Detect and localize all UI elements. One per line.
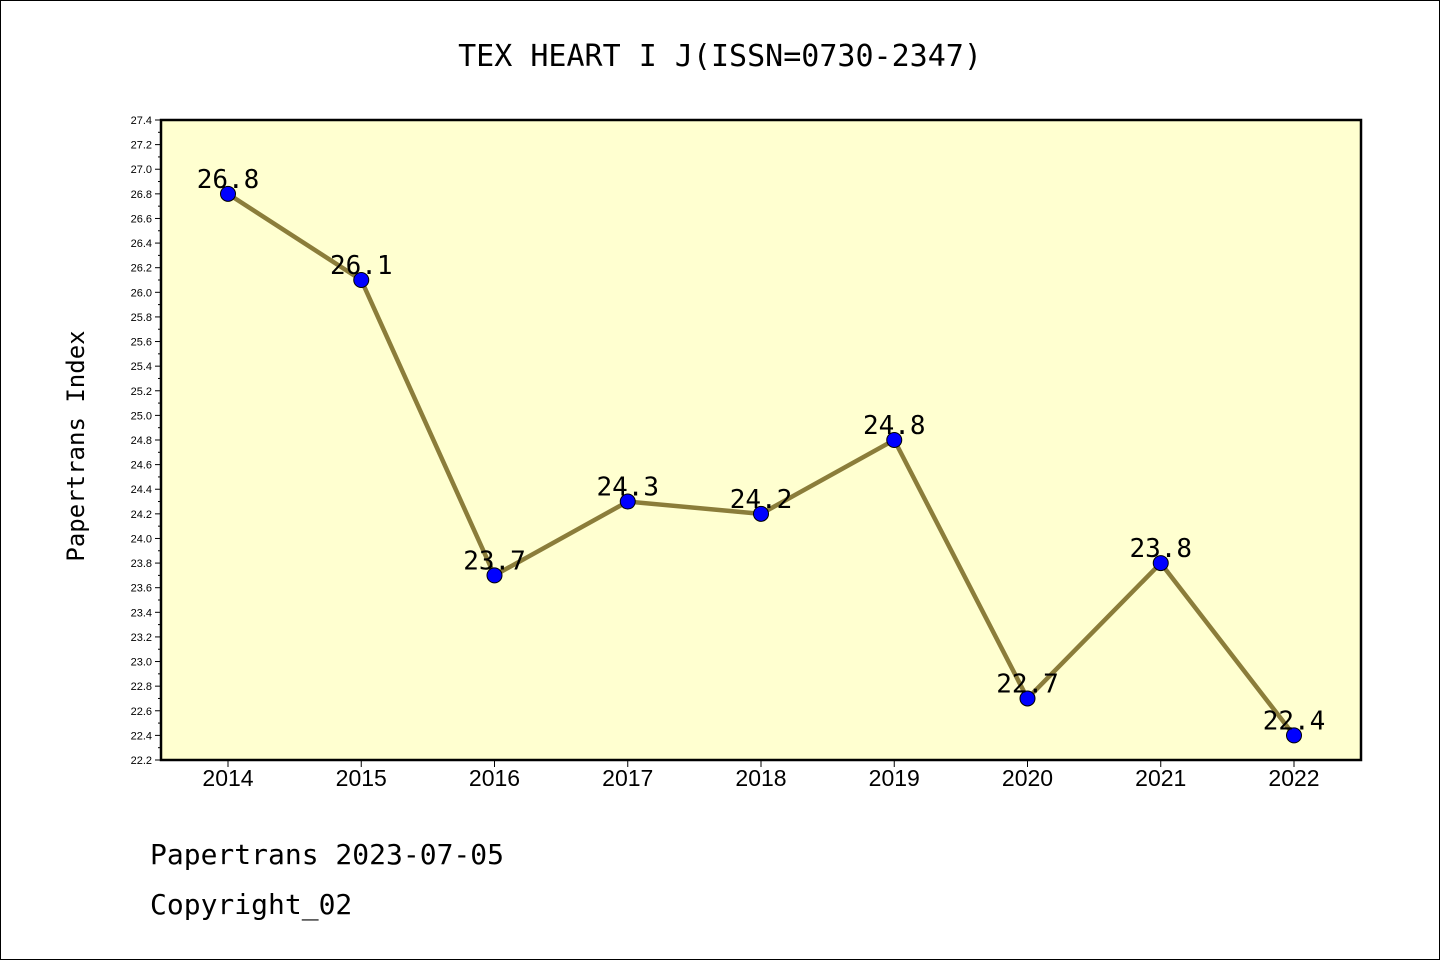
data-label: 24.8	[863, 411, 926, 441]
footer-copyright: Copyright_02	[150, 888, 352, 922]
y-tick-label: 25.8	[131, 312, 152, 324]
data-point-marker	[353, 272, 370, 288]
y-tick-label: 25.0	[131, 410, 152, 422]
data-point-marker	[619, 493, 636, 510]
y-tick-label: 23.2	[131, 632, 152, 644]
data-label: 24.2	[730, 485, 793, 515]
y-tick-label: 24.0	[131, 533, 152, 545]
x-tick-label: 2020	[1002, 765, 1053, 791]
y-tick-label: 22.4	[131, 730, 152, 742]
x-tick-label: 2016	[469, 765, 520, 791]
y-axis: 22.2 22.4 22.6 22.8 23.0 23.2 23.4 23.6 23.8 24.0…	[131, 115, 161, 767]
data-point-marker	[753, 505, 769, 522]
y-tick-label: 25.4	[131, 361, 152, 373]
data-label: 23.7	[463, 546, 526, 576]
y-tick-label: 22.8	[131, 681, 152, 693]
data-label: 26.1	[330, 251, 393, 281]
data-point-marker	[1286, 727, 1302, 744]
y-tick-label: 26.8	[131, 189, 152, 201]
y-tick-label: 24.4	[131, 484, 152, 496]
y-tick-label: 27.4	[131, 115, 152, 127]
data-label: 22.7	[996, 669, 1059, 699]
x-tick-label: 2019	[869, 765, 920, 791]
data-point-marker	[1019, 690, 1036, 707]
y-tick-label: 25.2	[131, 386, 152, 398]
data-point-marker	[1152, 555, 1169, 572]
y-tick-label: 26.0	[131, 287, 152, 299]
y-tick-label: 26.4	[131, 238, 152, 250]
footer-date: Papertrans 2023-07-05	[150, 838, 504, 871]
y-tick-label: 26.6	[131, 213, 152, 225]
y-tick-label: 23.4	[131, 607, 152, 619]
x-tick-label: 2018	[735, 765, 786, 791]
x-tick-label: 2022	[1268, 765, 1319, 791]
x-tick-label: 2017	[602, 765, 653, 791]
data-point-marker	[886, 432, 903, 448]
y-tick-label: 26.2	[131, 263, 152, 275]
data-point-marker	[486, 567, 503, 584]
data-label: 26.8	[197, 165, 260, 195]
data-label: 22.4	[1263, 706, 1326, 736]
y-tick-label: 22.2	[131, 755, 152, 767]
plot-border	[159, 118, 1363, 762]
y-tick-label: 22.6	[131, 706, 152, 718]
y-tick-label: 27.0	[131, 164, 152, 176]
y-tick-label: 23.0	[131, 657, 152, 669]
x-tick-label: 2014	[202, 765, 253, 791]
data-point-marker	[220, 185, 236, 202]
y-tick-label: 24.8	[131, 435, 152, 447]
markers-group	[220, 185, 1302, 744]
x-axis: 2014 2015 2016 2017 2018 2019 2020 2021 2022	[202, 760, 1320, 791]
data-label: 23.8	[1129, 534, 1192, 564]
y-tick-label: 24.6	[131, 460, 152, 472]
y-axis-label: Papertrans Index	[62, 330, 90, 561]
x-tick-label: 2021	[1135, 765, 1186, 791]
y-tick-label: 23.6	[131, 583, 152, 595]
plot-area	[161, 120, 1361, 760]
y-tick-label: 27.2	[131, 140, 152, 152]
data-labels-group: 26.8 26.1 23.7 24.3 24.2 24.8 22.7 23.8 22.4	[197, 165, 1326, 737]
chart-title: TEX HEART I J(ISSN=0730-2347)	[458, 39, 982, 74]
y-tick-label: 24.2	[131, 509, 152, 521]
data-label: 24.3	[596, 473, 659, 503]
x-tick-label: 2015	[336, 765, 387, 791]
y-tick-label: 23.8	[131, 558, 152, 570]
y-tick-label: 25.6	[131, 337, 152, 349]
